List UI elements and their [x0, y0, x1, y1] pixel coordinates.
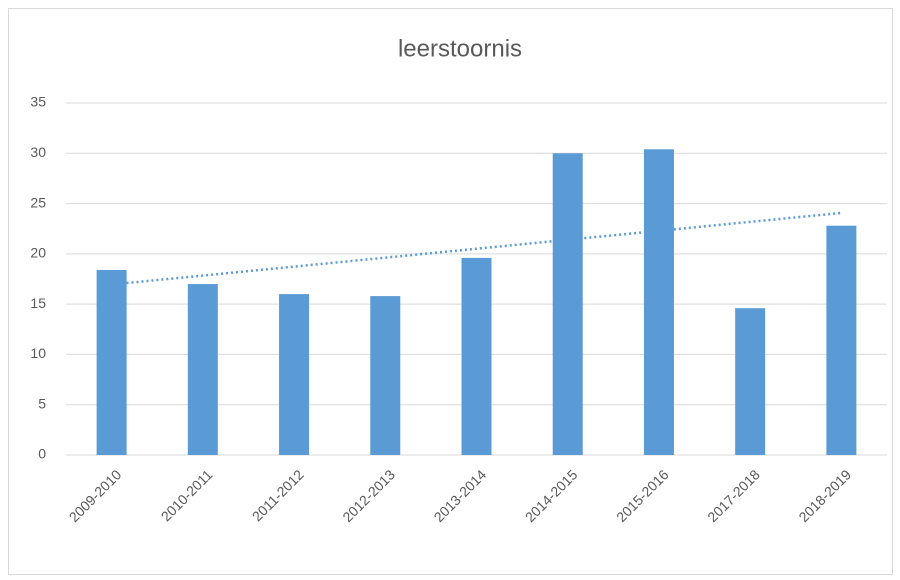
- bar: [552, 153, 583, 456]
- bar: [279, 294, 310, 455]
- y-tick-label: 10: [30, 345, 46, 361]
- chart-title: leerstoornis: [398, 35, 522, 62]
- bar: [735, 308, 766, 455]
- y-tick-label: 35: [30, 94, 46, 110]
- bar: [643, 149, 674, 455]
- bar: [370, 296, 401, 455]
- y-tick-label: 0: [38, 446, 46, 462]
- bar: [826, 225, 857, 455]
- y-tick-label: 5: [38, 395, 46, 411]
- y-tick-label: 25: [30, 194, 46, 210]
- y-tick-label: 15: [30, 295, 46, 311]
- bar: [461, 257, 492, 455]
- bar: [96, 269, 127, 455]
- y-tick-label: 20: [30, 245, 46, 261]
- chart-border: [8, 8, 893, 575]
- bar: [187, 284, 218, 455]
- y-tick-label: 30: [30, 144, 46, 160]
- trendline: [111, 211, 842, 286]
